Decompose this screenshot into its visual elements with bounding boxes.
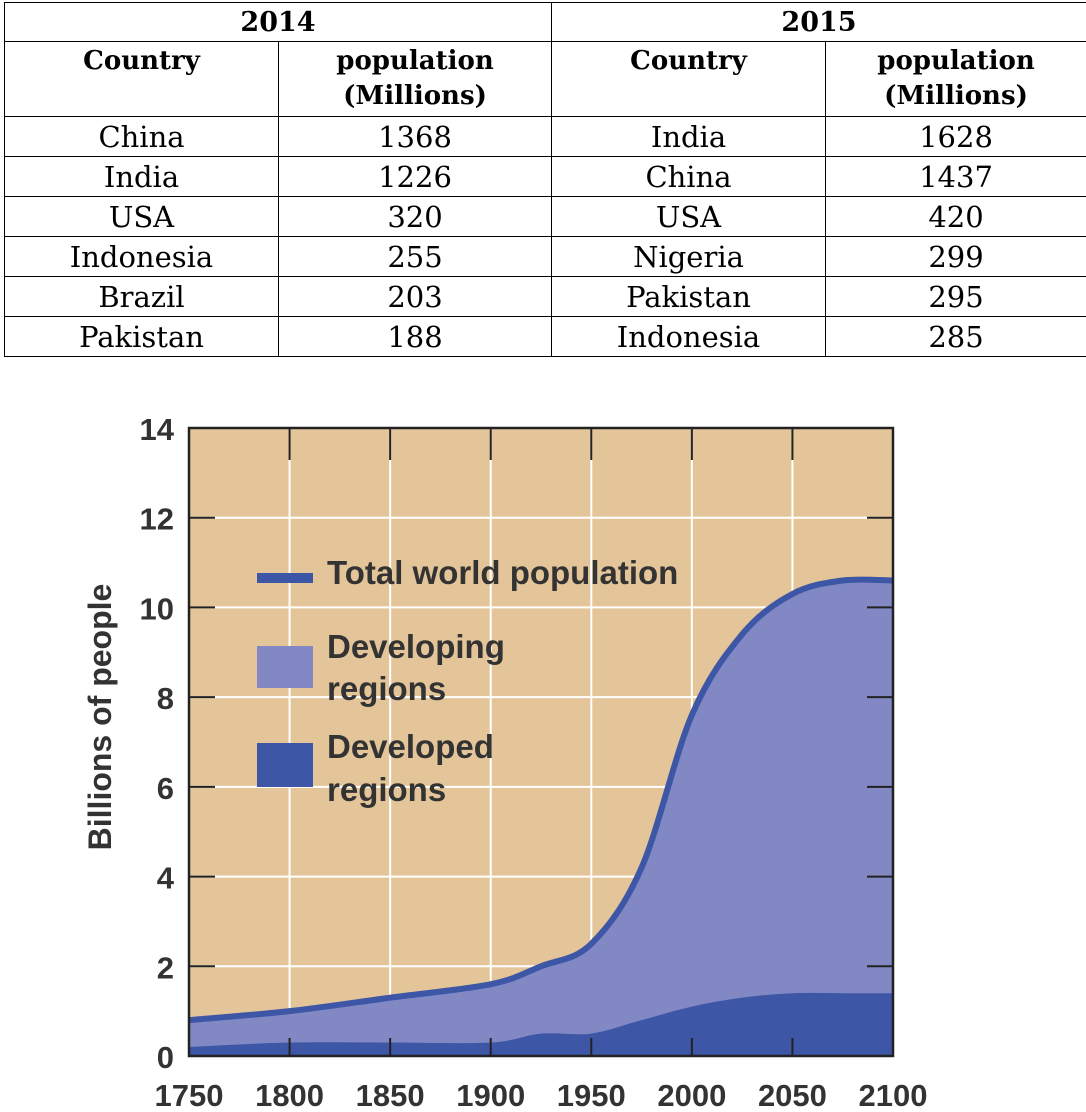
x-tick-label: 1850 bbox=[356, 1078, 425, 1112]
y-tick-label: 10 bbox=[140, 591, 174, 626]
developed-regions-area bbox=[189, 992, 893, 1056]
column-header-population-2015: population (Millions) bbox=[825, 41, 1086, 117]
x-axis-tick-labels: 1750 1800 1850 1900 1950 2000 2050 2100 bbox=[155, 1078, 928, 1112]
country-cell: India bbox=[4, 156, 279, 197]
table-row: Pakistan 188 Indonesia 285 bbox=[4, 316, 1086, 357]
population-cell: 1437 bbox=[825, 156, 1086, 197]
developing-regions-area bbox=[189, 579, 893, 1056]
y-tick-label: 12 bbox=[140, 502, 174, 537]
x-tick-label: 1800 bbox=[255, 1078, 324, 1112]
total-world-population-line bbox=[188, 576, 894, 1024]
legend-swatch bbox=[257, 646, 313, 688]
population-area-chart: 0 2 4 6 8 10 12 14 1750 1800 1850 1900 1950 2000 2050… bbox=[82, 412, 928, 1112]
population-cell: 1628 bbox=[825, 116, 1086, 157]
population-cell: 203 bbox=[278, 276, 552, 317]
column-header-country-2014: Country bbox=[4, 41, 279, 117]
table-row: India 1226 China 1437 bbox=[4, 156, 1086, 197]
column-header-country-2015: Country bbox=[551, 41, 826, 117]
population-cell: 420 bbox=[825, 196, 1086, 237]
year-header-2015: 2015 bbox=[551, 2, 1086, 42]
country-cell: USA bbox=[4, 196, 279, 237]
y-axis-tick-labels: 0 2 4 6 8 10 12 14 bbox=[140, 412, 175, 1075]
population-table: 2014 2015 Country population (Millions) C… bbox=[4, 2, 1086, 357]
x-tick-label: 2000 bbox=[657, 1078, 726, 1112]
x-tick-label: 1950 bbox=[557, 1078, 626, 1112]
legend-label: regions bbox=[327, 670, 446, 707]
legend-label: Developing bbox=[327, 628, 505, 665]
y-tick-label: 0 bbox=[157, 1040, 174, 1075]
y-axis-title: Billions of people bbox=[82, 584, 118, 851]
x-tick-label: 1900 bbox=[456, 1078, 525, 1112]
country-cell: Indonesia bbox=[4, 236, 279, 277]
population-cell: 1368 bbox=[278, 116, 552, 157]
country-cell: China bbox=[4, 116, 279, 157]
country-cell: Nigeria bbox=[551, 236, 826, 277]
y-tick-label: 14 bbox=[140, 412, 175, 447]
y-tick-label: 2 bbox=[157, 950, 174, 985]
table-row: China 1368 India 1628 bbox=[4, 116, 1086, 157]
country-cell: USA bbox=[551, 196, 826, 237]
population-cell: 295 bbox=[825, 276, 1086, 317]
country-cell: Indonesia bbox=[551, 316, 826, 357]
population-cell: 188 bbox=[278, 316, 552, 357]
population-cell: 320 bbox=[278, 196, 552, 237]
legend-swatch bbox=[257, 573, 313, 583]
x-tick-label: 2100 bbox=[859, 1078, 928, 1112]
y-tick-label: 8 bbox=[157, 681, 174, 716]
legend-swatch bbox=[257, 743, 313, 787]
country-cell: India bbox=[551, 116, 826, 157]
country-cell: Pakistan bbox=[4, 316, 279, 357]
table-row: Indonesia 255 Nigeria 299 bbox=[4, 236, 1086, 277]
legend-label: Total world population bbox=[327, 554, 678, 591]
population-cell: 1226 bbox=[278, 156, 552, 197]
legend: Total world population Developing regions D… bbox=[257, 554, 678, 808]
population-cell: 299 bbox=[825, 236, 1086, 277]
year-header-2014: 2014 bbox=[4, 2, 552, 42]
country-cell: Pakistan bbox=[551, 276, 826, 317]
x-tick-label: 2050 bbox=[758, 1078, 827, 1112]
legend-label: regions bbox=[327, 771, 446, 808]
table-row: USA 320 USA 420 bbox=[4, 196, 1086, 237]
y-tick-label: 4 bbox=[157, 861, 175, 896]
table-row: Brazil 203 Pakistan 295 bbox=[4, 276, 1086, 317]
y-tick-label: 6 bbox=[157, 771, 174, 806]
x-tick-label: 1750 bbox=[155, 1078, 224, 1112]
country-cell: China bbox=[551, 156, 826, 197]
column-header-population-2014: population (Millions) bbox=[278, 41, 552, 117]
population-cell: 255 bbox=[278, 236, 552, 277]
country-cell: Brazil bbox=[4, 276, 279, 317]
population-cell: 285 bbox=[825, 316, 1086, 357]
legend-label: Developed bbox=[327, 728, 494, 765]
plot-frame bbox=[187, 426, 895, 1058]
